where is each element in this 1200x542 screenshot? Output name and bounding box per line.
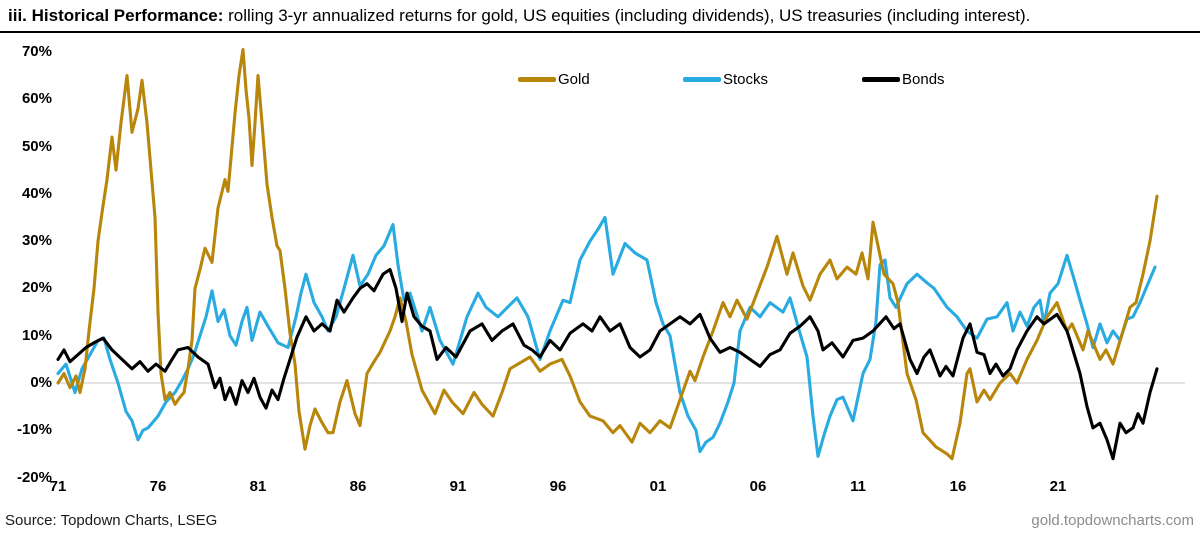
x-tick-label-76: 76 <box>149 478 167 495</box>
x-tick-label-06: 06 <box>749 478 767 495</box>
y-tick-label-10: 10% <box>21 326 52 344</box>
x-tick-label-01: 01 <box>649 478 667 495</box>
legend-label-gold: Gold <box>558 70 590 88</box>
x-tick-label-91: 91 <box>449 478 467 495</box>
legend-item-gold: Gold <box>518 69 590 89</box>
y-tick-label-60: 60% <box>21 90 52 108</box>
y-tick-label-70: 70% <box>21 42 52 60</box>
x-tick-label-96: 96 <box>549 478 567 495</box>
y-tick-label-20: 20% <box>21 279 52 297</box>
x-tick-label-21: 21 <box>1049 478 1067 495</box>
x-tick-label-11: 11 <box>850 478 866 495</box>
y-tick-label--20: -20% <box>16 468 52 486</box>
series-line-bonds <box>56 267 1159 461</box>
series-line-gold <box>56 47 1159 461</box>
x-tick-label-71: 71 <box>49 478 67 495</box>
y-tick-label-30: 30% <box>21 232 52 250</box>
source-note: Source: Topdown Charts, LSEG <box>5 512 218 529</box>
x-tick-label-16: 16 <box>949 478 967 495</box>
legend-label-stocks: Stocks <box>723 70 769 88</box>
y-tick-label-0: 0% <box>30 374 52 391</box>
legend-label-bonds: Bonds <box>902 70 945 88</box>
x-tick-label-81: 81 <box>249 478 267 495</box>
legend-item-stocks: Stocks <box>683 69 768 89</box>
x-tick-label-86: 86 <box>349 478 367 495</box>
y-tick-label-50: 50% <box>21 137 52 155</box>
chart-title: iii. Historical Performance: rolling 3-y… <box>0 0 1200 33</box>
y-tick-label--10: -10% <box>16 421 52 439</box>
legend-item-bonds: Bonds <box>862 69 945 89</box>
series-line-stocks <box>56 215 1157 458</box>
y-tick-label-40: 40% <box>21 184 52 202</box>
chart-title-prefix: iii. Historical Performance: <box>8 6 224 25</box>
website-note: gold.topdowncharts.com <box>1031 512 1194 529</box>
chart-title-text: rolling 3-yr annualized returns for gold… <box>223 6 1031 25</box>
legend-swatch-stocks <box>683 76 721 82</box>
legend-swatch-gold <box>518 76 556 82</box>
legend-swatch-bonds <box>862 76 900 82</box>
